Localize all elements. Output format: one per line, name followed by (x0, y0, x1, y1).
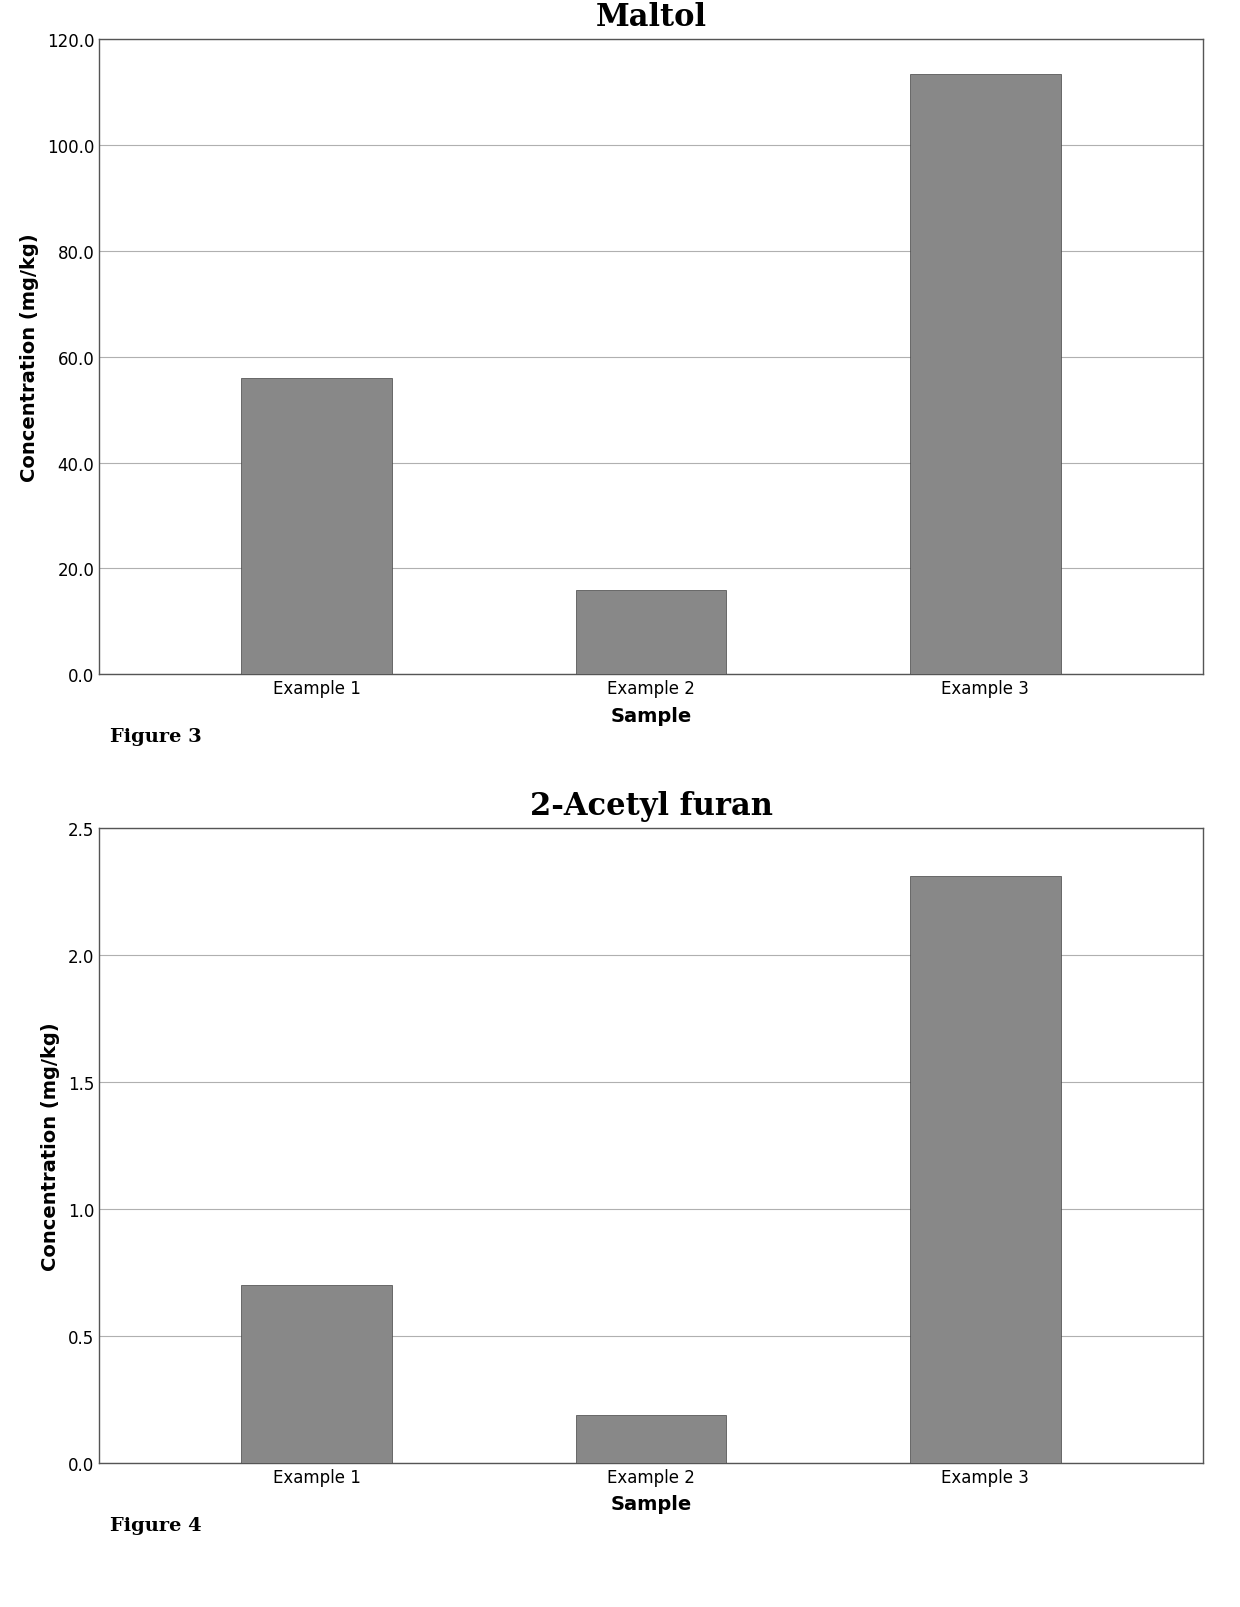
Bar (910, 877, 1060, 1464)
Bar (575, 590, 727, 675)
Bar (242, 1286, 392, 1464)
X-axis label: Sample: Sample (610, 1495, 692, 1514)
Title: 2-Acetyl furan: 2-Acetyl furan (529, 791, 773, 821)
Bar (910, 74, 1060, 675)
Y-axis label: Concentration (mg/kg): Concentration (mg/kg) (20, 233, 38, 482)
X-axis label: Sample: Sample (610, 705, 692, 725)
Bar (242, 379, 392, 675)
Title: Maltol: Maltol (595, 2, 707, 34)
Text: Figure 3: Figure 3 (110, 728, 202, 746)
Bar (575, 1416, 727, 1464)
Y-axis label: Concentration (mg/kg): Concentration (mg/kg) (41, 1022, 60, 1270)
Text: Figure 4: Figure 4 (110, 1515, 202, 1535)
